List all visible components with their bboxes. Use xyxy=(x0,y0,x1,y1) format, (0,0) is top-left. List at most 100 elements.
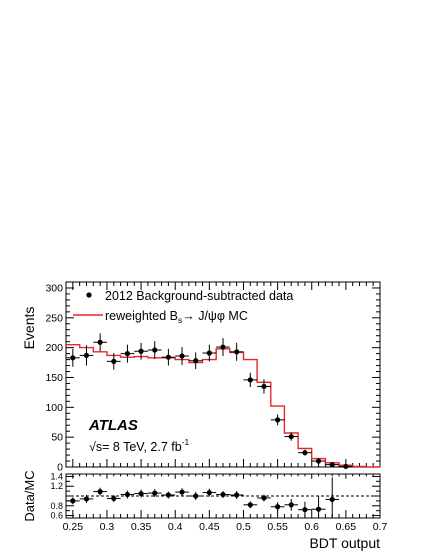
ratio-point-marker xyxy=(220,491,226,498)
data-point-marker xyxy=(165,354,171,360)
ratio-point-marker xyxy=(234,492,240,498)
legend: 2012 Background-subtracted data reweight… xyxy=(73,289,293,325)
ratio-point xyxy=(298,501,312,518)
ratio-point xyxy=(284,498,299,511)
data-point xyxy=(202,344,217,362)
ratio-point-marker xyxy=(261,495,267,501)
ratio-y-tick-label: 1.4 xyxy=(50,471,63,481)
mc-histogram xyxy=(66,344,380,468)
ratio-point-marker xyxy=(275,504,281,510)
legend-data-label: 2012 Background-subtracted data xyxy=(105,289,293,303)
data-point-marker xyxy=(97,339,103,345)
data-point xyxy=(311,458,326,464)
ratio-point xyxy=(257,494,271,502)
x-tick-label: 0.35 xyxy=(131,521,152,533)
ratio-point-marker xyxy=(70,498,76,504)
data-point xyxy=(216,338,230,356)
data-point-marker xyxy=(234,349,240,355)
ratio-point-marker xyxy=(152,490,158,496)
data-point-marker xyxy=(315,458,322,464)
data-point xyxy=(134,342,148,360)
ratio-point xyxy=(106,495,121,502)
data-point-marker xyxy=(275,417,281,423)
main-y-tick-label: 200 xyxy=(45,342,63,354)
ratio-point-marker xyxy=(302,507,308,513)
main-axis-ticks xyxy=(65,282,381,468)
main-y-tick-label: 300 xyxy=(45,282,63,294)
main-y-tick-label: 100 xyxy=(45,402,63,414)
data-point xyxy=(339,463,353,470)
x-tick-label: 0.45 xyxy=(199,521,220,533)
data-point xyxy=(284,432,299,441)
ratio-point-marker xyxy=(179,489,185,495)
data-point-marker xyxy=(343,463,349,470)
ratio-y-tick-label: 1.2 xyxy=(50,481,63,491)
data-point-marker xyxy=(329,462,335,468)
data-point-marker xyxy=(288,433,294,440)
legend-mc-label: reweighted Bs→ J/ψφ MC xyxy=(105,309,248,325)
legend-mc-subscript: s xyxy=(178,315,182,325)
ratio-point-marker xyxy=(83,496,90,502)
legend-mc-prefix: reweighted B xyxy=(105,309,178,323)
x-tick-label: 0.25 xyxy=(63,521,84,533)
ratio-point xyxy=(325,477,340,518)
data-point-marker xyxy=(138,348,144,354)
main-y-tick-label: 150 xyxy=(45,372,63,384)
data-point xyxy=(325,462,340,468)
data-point-marker xyxy=(220,344,226,350)
atlas-label: ATLAS xyxy=(88,417,138,434)
data-point xyxy=(243,372,258,388)
energy-lumi-text: √s= 8 TeV, 2.7 fb xyxy=(89,440,182,454)
ratio-point xyxy=(188,492,203,500)
ratio-point xyxy=(270,502,285,512)
x-tick-label: 0.65 xyxy=(336,521,357,533)
ratio-point-marker xyxy=(247,502,253,508)
data-point-marker xyxy=(179,353,185,359)
ratio-point xyxy=(175,488,189,496)
ratio-y-tick-label: 0.8 xyxy=(50,501,63,511)
legend-mc-suffix: → J/ψφ MC xyxy=(182,309,248,323)
ratio-points xyxy=(66,477,340,518)
legend-data-marker xyxy=(86,292,92,298)
ratio-point xyxy=(202,488,217,497)
data-point xyxy=(79,345,94,366)
ratio-point xyxy=(147,489,162,497)
x-tick-label: 0.55 xyxy=(267,521,288,533)
data-point xyxy=(120,344,135,363)
data-points xyxy=(66,333,353,470)
x-tick-label: 0.7 xyxy=(373,521,388,533)
x-tick-labels: 0.25 0.3 0.35 0.4 0.45 0.5 0.55 0.6 0.65 0.7 xyxy=(63,521,388,533)
ratio-point-marker xyxy=(165,492,171,498)
data-point-marker xyxy=(152,347,158,353)
ratio-y-axis-label: Data/MC xyxy=(22,470,37,521)
ratio-y-tick-labels: 0.60.8 1.21.4 xyxy=(50,471,63,520)
data-point xyxy=(93,333,107,352)
main-y-tick-label: 250 xyxy=(45,312,63,324)
ratio-point xyxy=(229,491,244,499)
x-tick-label: 0.5 xyxy=(236,521,251,533)
ratio-point-marker xyxy=(97,489,103,495)
ratio-point xyxy=(79,495,94,503)
data-point-marker xyxy=(111,358,117,364)
ratio-point-marker xyxy=(193,493,199,499)
ratio-point xyxy=(120,490,135,499)
ratio-point xyxy=(216,491,230,498)
data-point-marker xyxy=(261,383,267,390)
x-axis-label: BDT output xyxy=(309,535,380,551)
main-y-axis-label: Events xyxy=(21,307,37,350)
data-point xyxy=(106,353,121,370)
data-point-marker xyxy=(70,355,76,361)
data-point xyxy=(175,347,189,365)
ratio-point xyxy=(134,489,148,498)
ratio-point-marker xyxy=(111,495,117,502)
ratio-point-marker xyxy=(329,496,335,503)
energy-lumi-superscript: -1 xyxy=(182,437,190,447)
data-point xyxy=(298,449,312,456)
x-tick-label: 0.3 xyxy=(100,521,115,533)
ratio-point xyxy=(93,487,107,496)
x-tick-label: 0.6 xyxy=(304,521,319,533)
main-y-tick-label: 0 xyxy=(57,462,63,474)
ratio-point xyxy=(66,497,80,505)
data-point xyxy=(161,348,176,366)
